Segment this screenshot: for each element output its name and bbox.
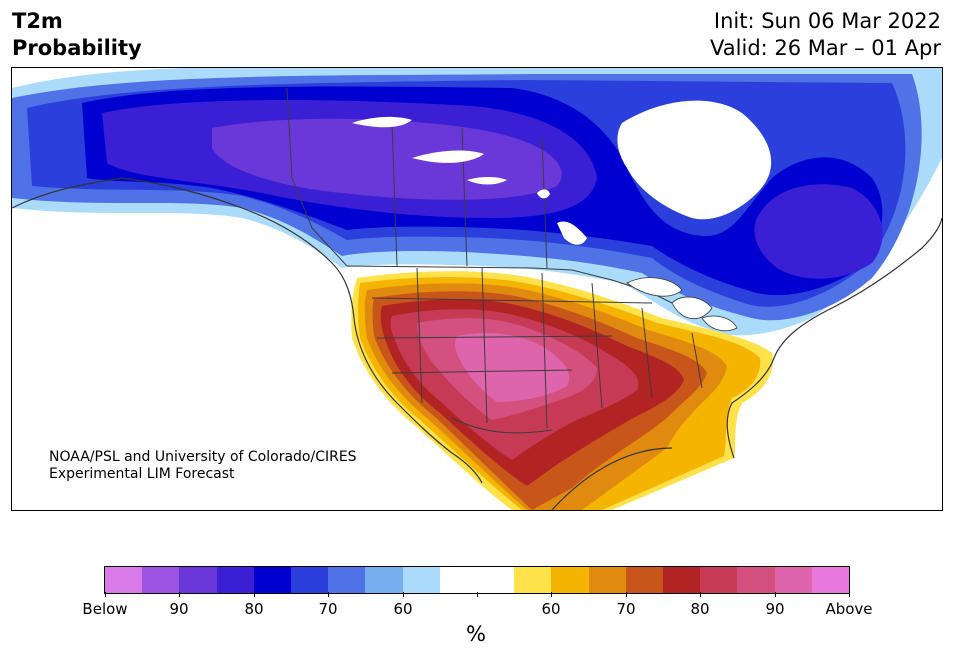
colorbar-swatch bbox=[588, 567, 626, 593]
title-variable: T2m bbox=[12, 9, 63, 33]
colorbar-tick bbox=[700, 592, 701, 597]
colorbar-tick bbox=[328, 592, 329, 597]
colorbar bbox=[104, 566, 850, 594]
valid-date: Valid: 26 Mar – 01 Apr bbox=[710, 36, 941, 60]
colorbar-tick-label: 90 bbox=[765, 600, 785, 618]
colorbar-tick-label: 80 bbox=[690, 600, 710, 618]
canadian-lakes bbox=[352, 116, 587, 245]
colorbar-tick-label: 60 bbox=[393, 600, 413, 618]
colorbar-swatch bbox=[737, 567, 775, 593]
colorbar-tick bbox=[477, 592, 478, 597]
colorbar-swatch bbox=[291, 567, 329, 593]
colorbar-swatch bbox=[551, 567, 589, 593]
colorbar-swatch bbox=[439, 567, 478, 593]
cold-region-90-east bbox=[754, 184, 883, 279]
colorbar-swatch bbox=[179, 567, 217, 593]
forecast-dates: Init: Sun 06 Mar 2022 Valid: 26 Mar – 01… bbox=[710, 8, 941, 62]
colorbar-swatch bbox=[477, 567, 515, 593]
credit-line-1: NOAA/PSL and University of Colorado/CIRE… bbox=[49, 449, 357, 465]
colorbar-swatch bbox=[142, 567, 180, 593]
colorbar-swatch bbox=[774, 567, 812, 593]
title-type: Probability bbox=[12, 36, 142, 60]
colorbar-swatch bbox=[328, 567, 366, 593]
credit-line-2: Experimental LIM Forecast bbox=[49, 466, 235, 482]
colorbar-tick bbox=[775, 592, 776, 597]
colorbar-tick bbox=[403, 592, 404, 597]
colorbar-tick-label: 60 bbox=[541, 600, 561, 618]
credit-text: NOAA/PSL and University of Colorado/CIRE… bbox=[49, 449, 357, 483]
colorbar-tick-label: Above bbox=[825, 600, 873, 618]
colorbar-swatch bbox=[105, 567, 143, 593]
colorbar-tick-label: Below bbox=[82, 600, 128, 618]
colorbar-tick-label: 70 bbox=[318, 600, 338, 618]
chart-title: T2m Probability bbox=[12, 8, 142, 62]
colorbar-swatch bbox=[700, 567, 738, 593]
colorbar-swatch bbox=[216, 567, 254, 593]
colorbar-tick bbox=[179, 592, 180, 597]
colorbar-tick bbox=[626, 592, 627, 597]
init-date: Init: Sun 06 Mar 2022 bbox=[713, 9, 941, 33]
colorbar-tick bbox=[849, 592, 850, 597]
map-svg bbox=[12, 68, 942, 510]
colorbar-swatch bbox=[365, 567, 403, 593]
colorbar-tick bbox=[254, 592, 255, 597]
colorbar-tick-label: 90 bbox=[169, 600, 189, 618]
colorbar-tick bbox=[551, 592, 552, 597]
colorbar-label: % bbox=[466, 622, 486, 646]
coastlines bbox=[12, 177, 942, 510]
colorbar-swatch bbox=[811, 567, 850, 593]
forecast-map bbox=[11, 67, 943, 511]
hudson-bay bbox=[617, 100, 772, 220]
colorbar-swatch bbox=[514, 567, 552, 593]
colorbar-tick-label: 80 bbox=[244, 600, 264, 618]
colorbar-tick bbox=[105, 592, 106, 597]
colorbar-swatch bbox=[253, 567, 292, 593]
great-lakes bbox=[626, 277, 738, 332]
colorbar-tick-label: 70 bbox=[616, 600, 636, 618]
colorbar-swatch bbox=[625, 567, 664, 593]
warm-region-90 bbox=[455, 333, 570, 402]
colorbar-swatch bbox=[402, 567, 440, 593]
political-boundaries bbox=[286, 87, 703, 434]
colorbar-swatch bbox=[663, 567, 701, 593]
